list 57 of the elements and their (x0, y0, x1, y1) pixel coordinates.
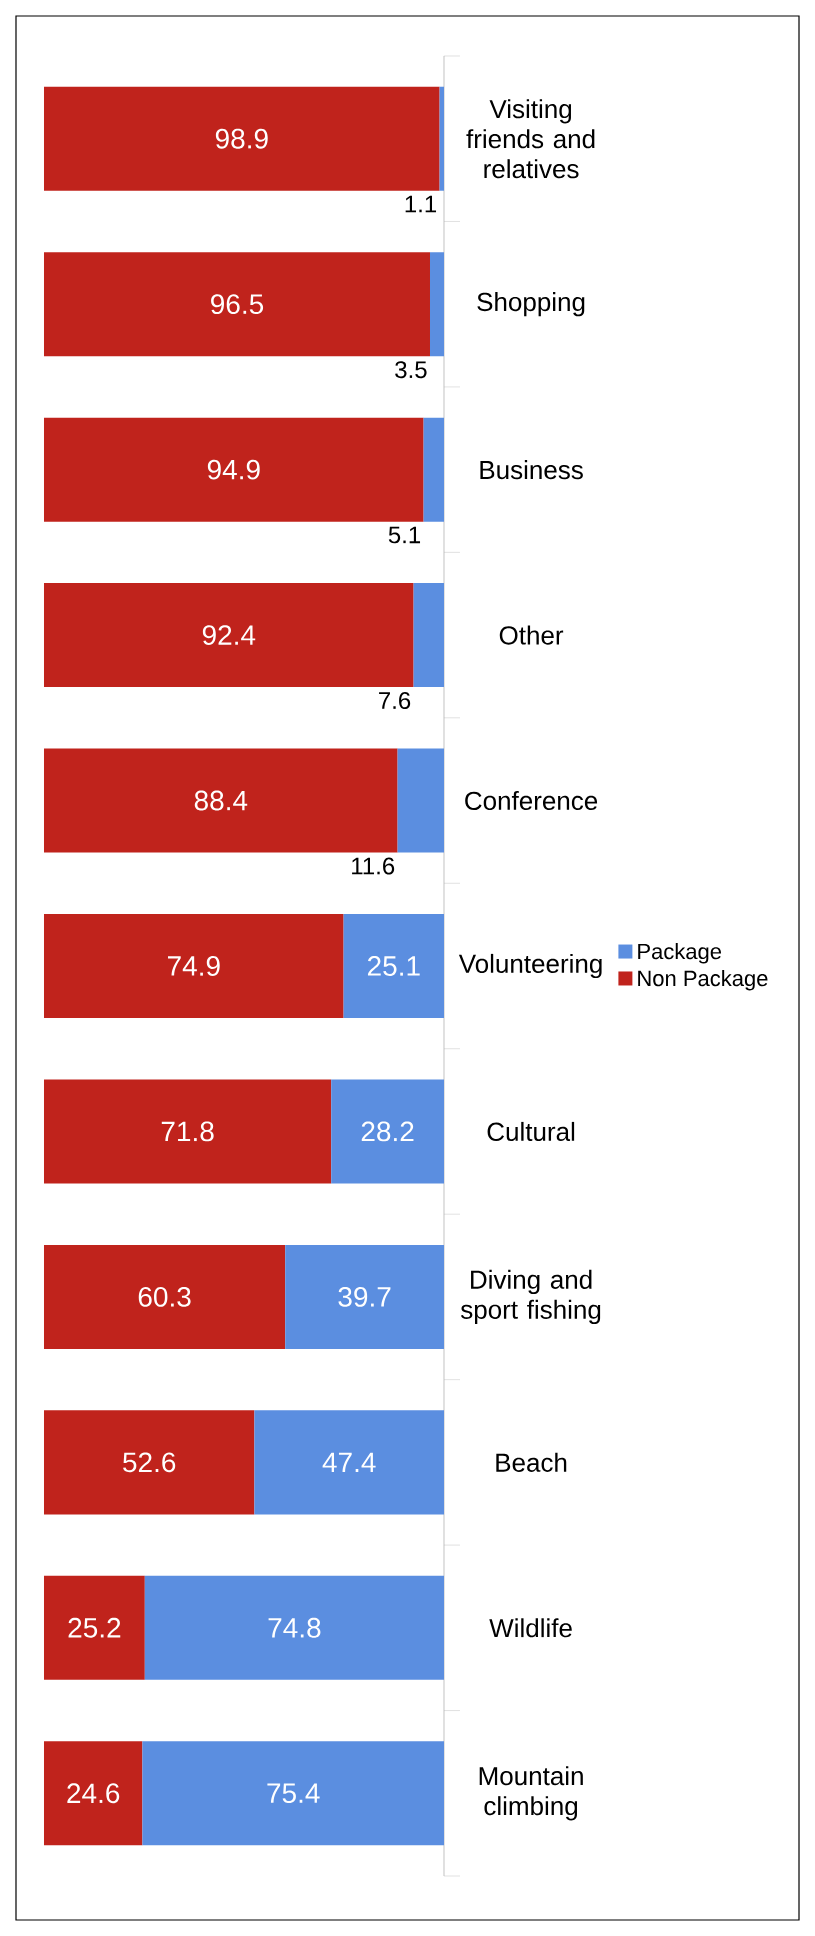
data-label: 92.4 (202, 625, 256, 645)
legend-label: Package (638, 943, 722, 964)
y-tick-label: Diving and sport fishing (460, 1269, 601, 1325)
data-label: 25.1 (367, 956, 420, 976)
bar (43, 1244, 286, 1349)
y-tick-label: Other (499, 625, 564, 645)
bar (43, 1575, 145, 1680)
data-label: 88.4 (194, 790, 248, 811)
bar (144, 1575, 444, 1680)
bar (397, 748, 444, 853)
y-tick-label: Shopping (477, 292, 585, 317)
bar (43, 748, 398, 853)
bar (413, 583, 444, 688)
bar (43, 914, 344, 1019)
bar (43, 252, 430, 357)
y-tick-label: Conference (465, 791, 598, 811)
bar (43, 1079, 332, 1184)
data-label: 11.6 (352, 857, 395, 875)
y-tick-label: Wildlife (489, 1618, 572, 1638)
bar (343, 914, 444, 1019)
data-label: 47.4 (322, 1452, 376, 1472)
bar (254, 1410, 444, 1515)
y-tick-label: Volunteering (458, 953, 602, 979)
data-label: 3.5 (395, 361, 427, 379)
bar (43, 417, 424, 522)
data-label: 71.8 (161, 1121, 214, 1142)
bar (43, 583, 414, 688)
data-label: 74.9 (168, 956, 220, 976)
legend-label: Non Package (638, 970, 768, 991)
bar (142, 1741, 444, 1846)
data-label: 74.8 (268, 1617, 321, 1638)
y-tick-label: Mountain climbing (479, 1766, 583, 1821)
data-label: 52.6 (123, 1452, 176, 1473)
bar (439, 86, 444, 191)
bar (43, 1741, 143, 1846)
y-tick-label: Beach (496, 1452, 567, 1472)
data-label: 39.7 (338, 1286, 391, 1307)
data-label: 28.2 (361, 1121, 414, 1142)
bar (429, 252, 444, 357)
data-label: 7.6 (379, 692, 411, 710)
bar (423, 417, 444, 522)
data-label: 96.5 (211, 294, 264, 315)
data-label: 94.9 (207, 459, 260, 480)
y-tick-label: Visiting friends and relatives (466, 99, 595, 179)
data-label: 60.3 (138, 1286, 191, 1307)
data-label: 24.6 (67, 1783, 120, 1804)
data-label: 25.2 (68, 1617, 121, 1638)
bar (331, 1079, 444, 1184)
data-label: 75.4 (267, 1783, 320, 1804)
data-label: 1.1 (405, 195, 437, 213)
bar (285, 1244, 444, 1349)
y-tick-label: Business (480, 460, 583, 480)
bar (43, 1410, 255, 1515)
data-label: 98.9 (215, 128, 268, 149)
y-tick-label: Cultural (487, 1121, 575, 1142)
data-label: 5.1 (388, 526, 421, 544)
bar (43, 86, 440, 191)
